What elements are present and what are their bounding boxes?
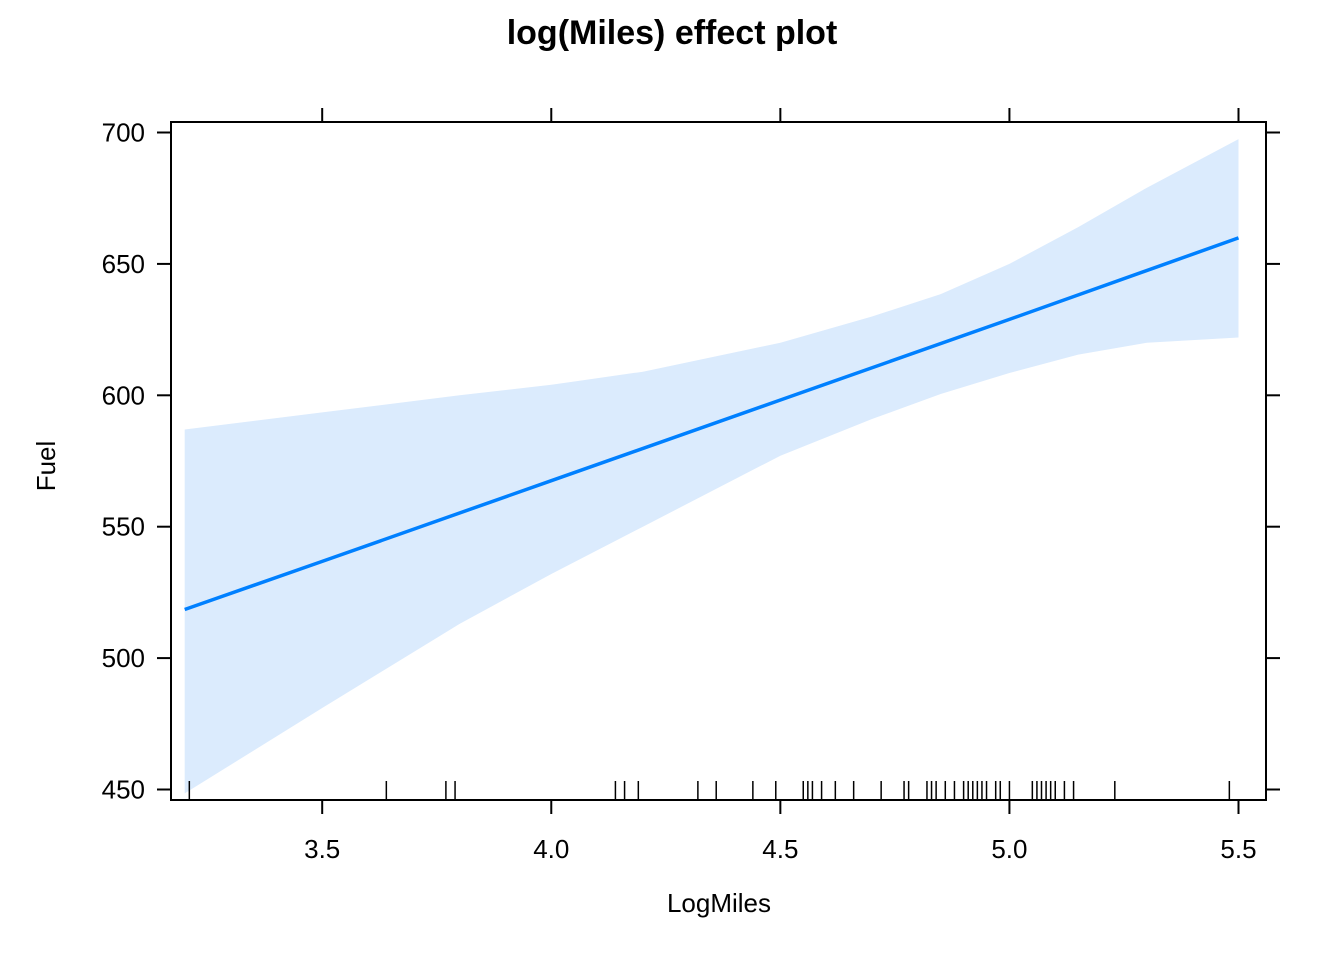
y-tick-label: 650 — [102, 249, 145, 279]
x-tick-label: 3.5 — [304, 834, 340, 864]
y-tick-label: 700 — [102, 118, 145, 148]
plot-frame — [170, 121, 1267, 801]
confidence-band — [184, 139, 1239, 794]
x-tick-label: 4.5 — [762, 834, 798, 864]
y-tick-label: 450 — [102, 774, 145, 804]
y-tick-label: 600 — [102, 380, 145, 410]
x-axis-label: LogMiles — [667, 888, 771, 918]
fitted-line-0 — [184, 236, 1240, 612]
y-tick-label: 500 — [102, 643, 145, 673]
chart-title: log(Miles) effect plot — [507, 14, 838, 52]
y-tick-label: 550 — [102, 512, 145, 542]
x-tick-label: 5.0 — [991, 834, 1027, 864]
x-tick-label: 5.5 — [1220, 834, 1256, 864]
plot-area — [184, 139, 1240, 799]
axes: 3.5 4.0 4.5 5.0 5.5 450 500 550 600 650 700 — [102, 108, 1280, 864]
x-tick-label: 4.0 — [533, 834, 569, 864]
y-axis-label: Fuel — [31, 441, 61, 492]
